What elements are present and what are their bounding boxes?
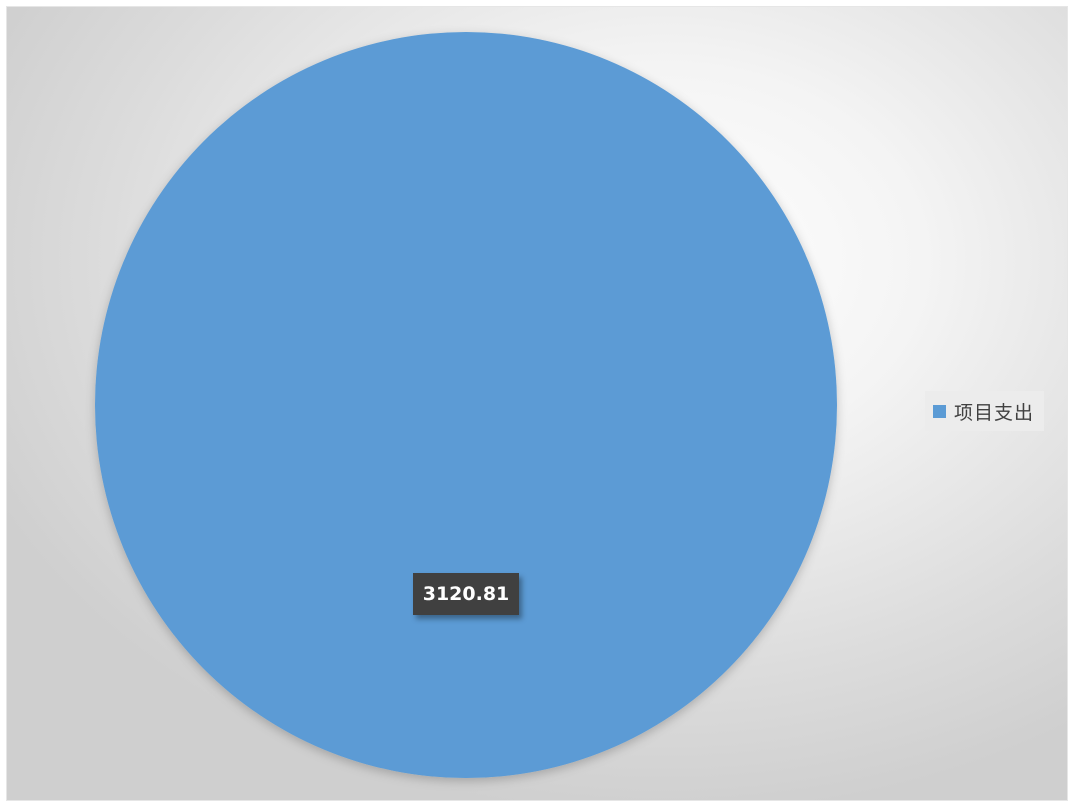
pie-slices [95, 32, 837, 778]
legend: 项目支出 [925, 391, 1045, 431]
legend-swatch [933, 404, 946, 418]
pie-slice-1 [95, 32, 837, 778]
pie-chart [95, 32, 837, 778]
chart-area: 3120.81 项目支出 [6, 6, 1068, 801]
legend-entry-label: 项目支出 [954, 401, 1035, 424]
data-label: 3120.81 [413, 573, 519, 615]
